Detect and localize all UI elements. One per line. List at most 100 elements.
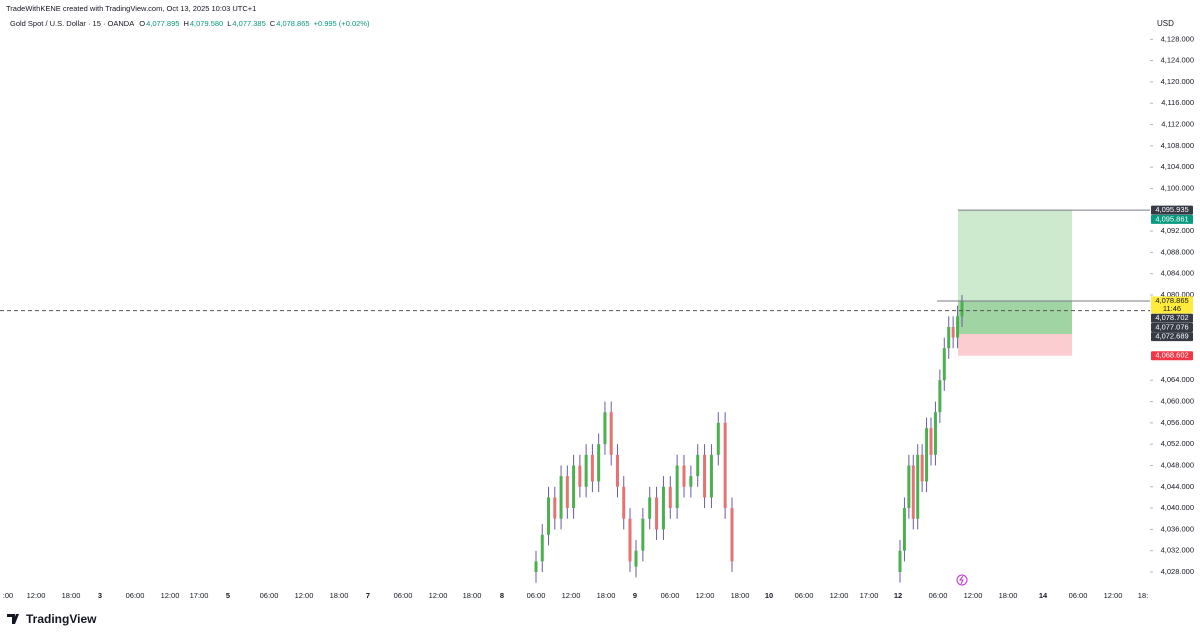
y-tick-label: 4,056.000: [1161, 418, 1194, 427]
y-tick-label: 4,084.000: [1161, 269, 1194, 278]
x-tick-label: 18:: [1138, 591, 1148, 600]
y-tick-label: 4,064.000: [1161, 375, 1194, 384]
candle-body: [689, 476, 693, 487]
target-zone: [958, 210, 1072, 334]
open-profit-zone: [958, 301, 1072, 334]
x-tick-label: 18:00: [330, 591, 349, 600]
price-tag: [1151, 351, 1193, 361]
candle-body: [933, 412, 937, 455]
price-tag: [1151, 322, 1193, 332]
candle-body: [920, 454, 924, 482]
price-tag-sub: 11:46: [1163, 304, 1181, 313]
x-tick-label: :00: [3, 591, 13, 600]
y-tick-label: 4,028.000: [1161, 567, 1194, 576]
x-tick-label: 18:00: [62, 591, 81, 600]
ohlc-key: O: [139, 19, 145, 28]
credit: TradeWithKENE created with TradingView.c…: [6, 4, 256, 13]
ohlc-value: 4,077.385: [232, 19, 265, 28]
candle-body: [942, 348, 946, 381]
candle-body: [655, 497, 659, 530]
x-tick-label: 5: [226, 591, 230, 600]
change: +0.995 (+0.02%): [314, 19, 370, 28]
x-tick-label: 18:00: [597, 591, 616, 600]
price-tag-label: 4,095.935: [1155, 205, 1188, 214]
candle-body: [559, 476, 563, 519]
x-tick-label: 06:00: [795, 591, 814, 600]
price-tag: [1151, 296, 1193, 314]
candle-body: [565, 476, 569, 509]
price-tag-label: 4,078.865: [1155, 296, 1188, 305]
candle-body: [682, 465, 686, 487]
candle-body: [709, 454, 713, 498]
price-tag-label: 4,068.602: [1155, 351, 1188, 360]
y-tick-label: 4,104.000: [1161, 162, 1194, 171]
price-tag: [1151, 332, 1193, 342]
brand: TradingView: [26, 612, 97, 626]
candle-body: [898, 550, 902, 573]
ohlc-value: 4,077.895: [146, 19, 179, 28]
candle-body: [938, 380, 942, 413]
symbol-title: Gold Spot / U.S. Dollar · 15 · OANDA: [10, 19, 134, 28]
candle-body: [615, 454, 619, 487]
x-tick-label: 12: [894, 591, 902, 600]
y-axis-label: USD: [1157, 19, 1174, 28]
y-tick-label: 4,124.000: [1161, 56, 1194, 65]
x-tick-label: 8: [500, 591, 504, 600]
candle-body: [634, 550, 638, 567]
y-tick-label: 4,088.000: [1161, 247, 1194, 256]
stop-zone: [958, 333, 1072, 356]
x-tick-label: 12:00: [830, 591, 849, 600]
y-tick-label: 4,060.000: [1161, 397, 1194, 406]
price-tag-label: 4,077.076: [1155, 322, 1188, 331]
x-tick-label: 17:00: [860, 591, 879, 600]
x-tick-label: 12:00: [295, 591, 314, 600]
candle-body: [696, 454, 700, 477]
candle-body: [597, 444, 601, 482]
y-tick-label: 4,036.000: [1161, 524, 1194, 533]
ohlc-value: 4,079.580: [190, 19, 223, 28]
x-tick-label: 18:00: [463, 591, 482, 600]
price-tag: [1151, 313, 1193, 323]
y-tick-label: 4,044.000: [1161, 482, 1194, 491]
candle-body: [730, 508, 734, 562]
x-tick-label: 06:00: [929, 591, 948, 600]
x-tick-label: 10: [765, 591, 773, 600]
x-tick-label: 06:00: [527, 591, 546, 600]
x-tick-label: 12:00: [27, 591, 46, 600]
x-tick-label: 06:00: [394, 591, 413, 600]
candle-body: [668, 486, 672, 509]
candle-body: [956, 316, 960, 338]
candle-body: [916, 454, 920, 519]
price-tag: [1151, 205, 1193, 215]
event-icon-bolt: [959, 575, 964, 585]
x-tick-label: 18:00: [731, 591, 750, 600]
x-tick-label: 18:00: [999, 591, 1018, 600]
candle-body: [925, 428, 929, 482]
y-tick-label: 4,052.000: [1161, 439, 1194, 448]
candle-body: [951, 326, 955, 338]
ohlc-key: C: [270, 19, 276, 28]
candle-body: [960, 300, 964, 317]
candle-body: [641, 518, 645, 551]
candle-body: [703, 454, 707, 498]
candle-body: [603, 412, 607, 445]
x-tick-label: 12:00: [161, 591, 180, 600]
x-tick-label: 17:00: [190, 591, 209, 600]
x-tick-label: 14: [1039, 591, 1048, 600]
candle-body: [648, 497, 652, 519]
ohlc-key: H: [183, 19, 188, 28]
y-tick-label: 4,080.000: [1161, 290, 1194, 299]
candle-body: [675, 465, 679, 509]
price-tag-label: 4,095.861: [1155, 214, 1188, 223]
candle-body: [911, 465, 915, 519]
candle-body: [553, 497, 557, 519]
ohlc-key: L: [227, 19, 231, 28]
candle-body: [661, 486, 665, 530]
x-tick-label: 12:00: [429, 591, 448, 600]
candle-body: [902, 508, 906, 551]
y-tick-label: 4,032.000: [1161, 546, 1194, 555]
price-tag-label: 4,072.689: [1155, 332, 1188, 341]
x-tick-label: 9: [633, 591, 637, 600]
